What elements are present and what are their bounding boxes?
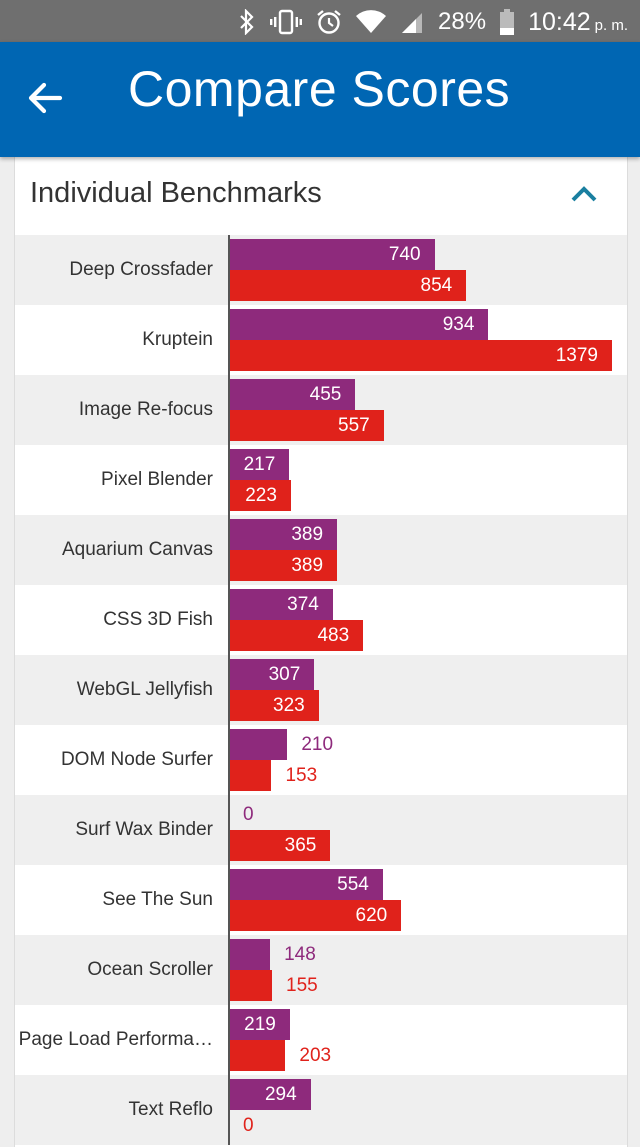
benchmark-row: CSS 3D Fish 374 483	[15, 585, 627, 655]
bar-series-b	[229, 760, 272, 791]
data-label-series-b: 155	[286, 975, 318, 996]
benchmark-row: DOM Node Surfer 210 153	[15, 725, 627, 795]
bar-series-a	[229, 869, 383, 900]
data-label-series-a: 294	[264, 1084, 297, 1105]
data-label-series-b: 323	[273, 695, 305, 716]
bar-series-b	[229, 1040, 286, 1071]
data-label-series-b: 223	[245, 485, 277, 506]
bar-series-b	[229, 830, 331, 861]
benchmark-row: WebGL Jellyfish 307 323	[15, 655, 627, 725]
bar-series-b	[229, 690, 319, 721]
category-label: Pixel Blender	[101, 469, 213, 490]
category-label: Page Load Performa…	[18, 1029, 213, 1050]
collapse-button[interactable]	[569, 179, 599, 209]
category-label: See The Sun	[102, 889, 213, 910]
bar-series-b	[229, 900, 402, 931]
data-label-series-a: 374	[287, 594, 319, 615]
data-label-series-a: 554	[337, 874, 369, 895]
bar-series-b	[229, 410, 384, 441]
back-button[interactable]	[26, 78, 66, 118]
battery-percent: 28%	[438, 8, 487, 35]
benchmarks-card: Individual Benchmarks Deep Crossfader 740…	[14, 157, 628, 1147]
data-label-series-b: 1379	[555, 345, 598, 366]
alarm-icon	[316, 9, 342, 35]
clock-time: 10:42	[528, 7, 591, 36]
data-label-series-b: 483	[317, 625, 350, 646]
section-title: Individual Benchmarks	[30, 177, 322, 209]
status-bar: 28% 10:42 p. m.	[0, 0, 640, 42]
bar-series-a	[229, 729, 288, 760]
vibrate-icon	[270, 9, 303, 35]
category-label: Text Reflo	[128, 1099, 213, 1120]
data-label-series-a: 934	[442, 314, 475, 335]
data-label-series-a: 389	[291, 524, 324, 545]
page-title: Compare Scores	[128, 61, 511, 117]
bar-series-a	[229, 659, 315, 690]
data-label-series-b: 365	[284, 835, 317, 856]
clock: 10:42 p. m.	[528, 8, 628, 37]
wifi-icon	[356, 10, 387, 34]
data-label-series-a: 217	[243, 454, 276, 475]
data-label-series-b: 0	[243, 1115, 254, 1136]
bar-series-b	[229, 270, 467, 301]
category-label: Kruptein	[142, 329, 213, 350]
bar-series-b	[229, 970, 273, 1001]
data-label-series-a: 219	[244, 1014, 276, 1035]
category-label: Ocean Scroller	[87, 959, 213, 980]
bar-series-a	[229, 239, 435, 270]
bar-series-a	[229, 1079, 311, 1110]
benchmark-row: Aquarium Canvas 389 389	[15, 515, 627, 585]
data-label-series-b: 620	[355, 905, 388, 926]
data-label-series-b: 854	[420, 275, 453, 296]
y-axis-line	[228, 235, 230, 1145]
data-label-series-b: 203	[299, 1045, 332, 1066]
benchmark-row: Ocean Scroller 148 155	[15, 935, 627, 1005]
benchmark-row: Text Reflo 294 0	[15, 1075, 627, 1145]
benchmark-row: Image Re-focus 455 557	[15, 375, 627, 445]
data-label-series-a: 307	[268, 664, 301, 685]
benchmark-row: Kruptein 934 1379	[15, 305, 627, 375]
bar-series-a	[229, 589, 333, 620]
data-label-series-b: 557	[338, 415, 370, 436]
data-label-series-b: 153	[285, 765, 318, 786]
battery-icon	[500, 9, 515, 35]
data-label-series-b: 389	[291, 555, 324, 576]
bar-series-a	[229, 939, 271, 970]
data-label-series-a: 148	[284, 944, 316, 965]
data-label-series-a: 455	[309, 384, 342, 405]
category-label: Aquarium Canvas	[61, 539, 213, 560]
bar-series-a	[229, 519, 338, 550]
clock-ampm: p. m.	[594, 16, 628, 34]
data-label-series-a: 740	[388, 244, 421, 265]
benchmark-row: Pixel Blender 217 223	[15, 445, 627, 515]
category-label: WebGL Jellyfish	[76, 679, 213, 700]
data-label-series-a: 0	[243, 804, 254, 825]
category-label: DOM Node Surfer	[60, 749, 213, 770]
bar-series-b	[229, 620, 364, 651]
bar-series-b	[229, 480, 291, 511]
bar-series-b	[229, 550, 338, 581]
signal-icon	[400, 10, 424, 34]
bar-series-b	[229, 340, 612, 371]
category-label: Surf Wax Binder	[75, 819, 213, 840]
data-label-series-a: 210	[301, 734, 334, 755]
category-label: Image Re-focus	[78, 399, 213, 420]
category-label: CSS 3D Fish	[103, 609, 213, 630]
bar-series-a	[229, 379, 356, 410]
arrow-left-icon	[28, 82, 63, 114]
benchmark-row: Surf Wax Binder 0 365	[15, 795, 627, 865]
benchmark-row: Deep Crossfader 740 854	[15, 235, 627, 305]
benchmark-row: Page Load Performa… 219 203	[15, 1005, 627, 1075]
benchmark-row: See The Sun 554 620	[15, 865, 627, 935]
category-label: Deep Crossfader	[69, 259, 213, 280]
bar-series-a	[229, 1009, 290, 1040]
bar-series-a	[229, 449, 290, 480]
chevron-up-icon	[571, 186, 597, 202]
bar-series-a	[229, 309, 489, 340]
bluetooth-icon	[238, 9, 256, 35]
app-bar: Compare Scores	[0, 42, 640, 157]
